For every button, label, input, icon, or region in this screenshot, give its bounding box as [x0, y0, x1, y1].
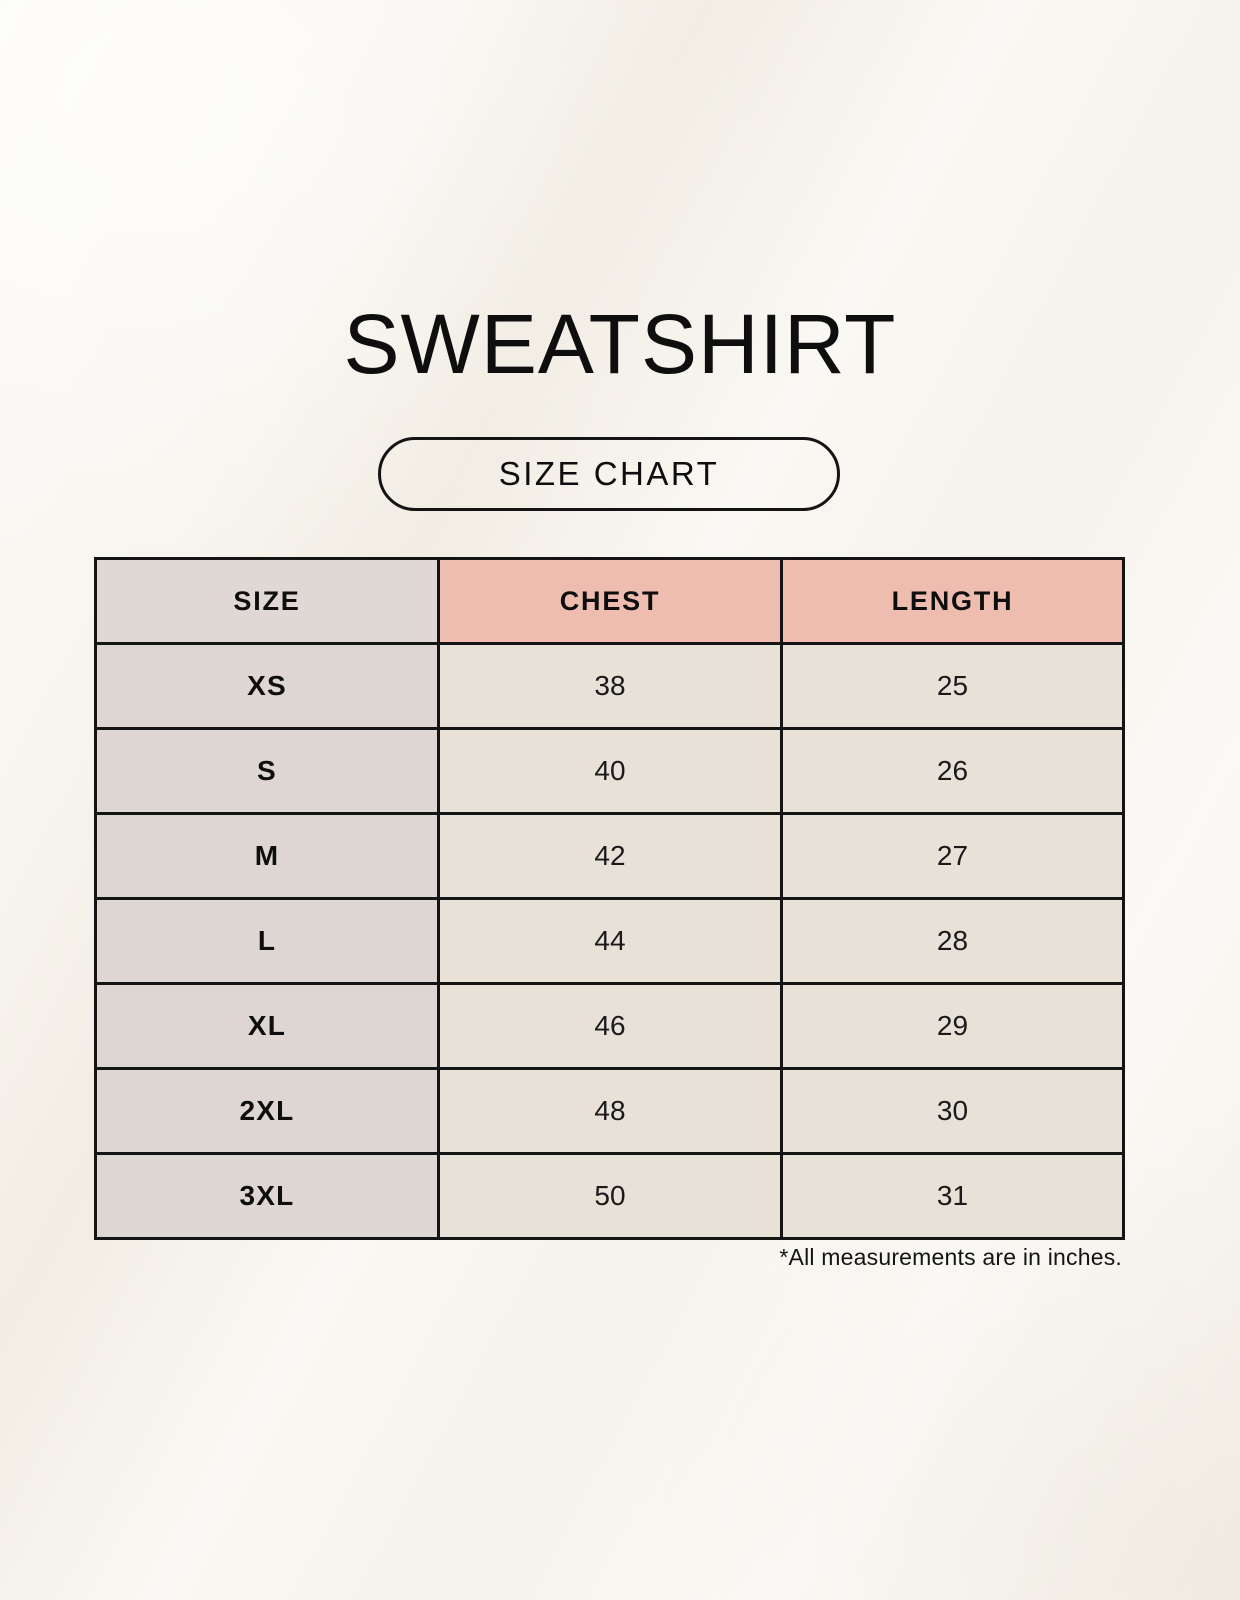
cell-chest: 46 — [437, 982, 783, 1070]
cell-length: 30 — [780, 1067, 1125, 1155]
cell-length: 25 — [780, 642, 1125, 730]
size-chart-badge: SIZE CHART — [378, 437, 840, 511]
cell-chest: 42 — [437, 812, 783, 900]
cell-chest: 40 — [437, 727, 783, 815]
table-row: 2XL 48 30 — [94, 1067, 1125, 1155]
cell-size: XS — [94, 642, 440, 730]
cell-chest: 50 — [437, 1152, 783, 1240]
page-title: SWEATSHIRT — [343, 297, 897, 391]
measurements-footnote: *All measurements are in inches. — [779, 1244, 1122, 1270]
column-header-size: SIZE — [94, 557, 440, 645]
table-row: XL 46 29 — [94, 982, 1125, 1070]
column-header-length: LENGTH — [780, 557, 1125, 645]
cell-length: 27 — [780, 812, 1125, 900]
size-table-body: XS 38 25 S 40 26 M 42 27 L 44 28 — [94, 642, 1125, 1240]
table-row: M 42 27 — [94, 812, 1125, 900]
table-header-row: SIZE CHEST LENGTH — [94, 557, 1125, 645]
cell-chest: 48 — [437, 1067, 783, 1155]
cell-size: 3XL — [94, 1152, 440, 1240]
table-row: 3XL 50 31 — [94, 1152, 1125, 1240]
column-header-chest: CHEST — [437, 557, 783, 645]
size-table-container: SIZE CHEST LENGTH XS 38 25 S 40 26 M — [94, 557, 1125, 1240]
size-chart-badge-label: SIZE CHART — [498, 455, 720, 492]
table-row: S 40 26 — [94, 727, 1125, 815]
cell-chest: 38 — [437, 642, 783, 730]
cell-size: XL — [94, 982, 440, 1070]
cell-length: 31 — [780, 1152, 1125, 1240]
size-table-head: SIZE CHEST LENGTH — [94, 557, 1125, 645]
size-table: SIZE CHEST LENGTH XS 38 25 S 40 26 M — [94, 557, 1125, 1240]
cell-length: 29 — [780, 982, 1125, 1070]
cell-length: 28 — [780, 897, 1125, 985]
cell-size: S — [94, 727, 440, 815]
cell-chest: 44 — [437, 897, 783, 985]
cell-size: M — [94, 812, 440, 900]
cell-size: 2XL — [94, 1067, 440, 1155]
cell-size: L — [94, 897, 440, 985]
table-row: XS 38 25 — [94, 642, 1125, 730]
cell-length: 26 — [780, 727, 1125, 815]
table-row: L 44 28 — [94, 897, 1125, 985]
